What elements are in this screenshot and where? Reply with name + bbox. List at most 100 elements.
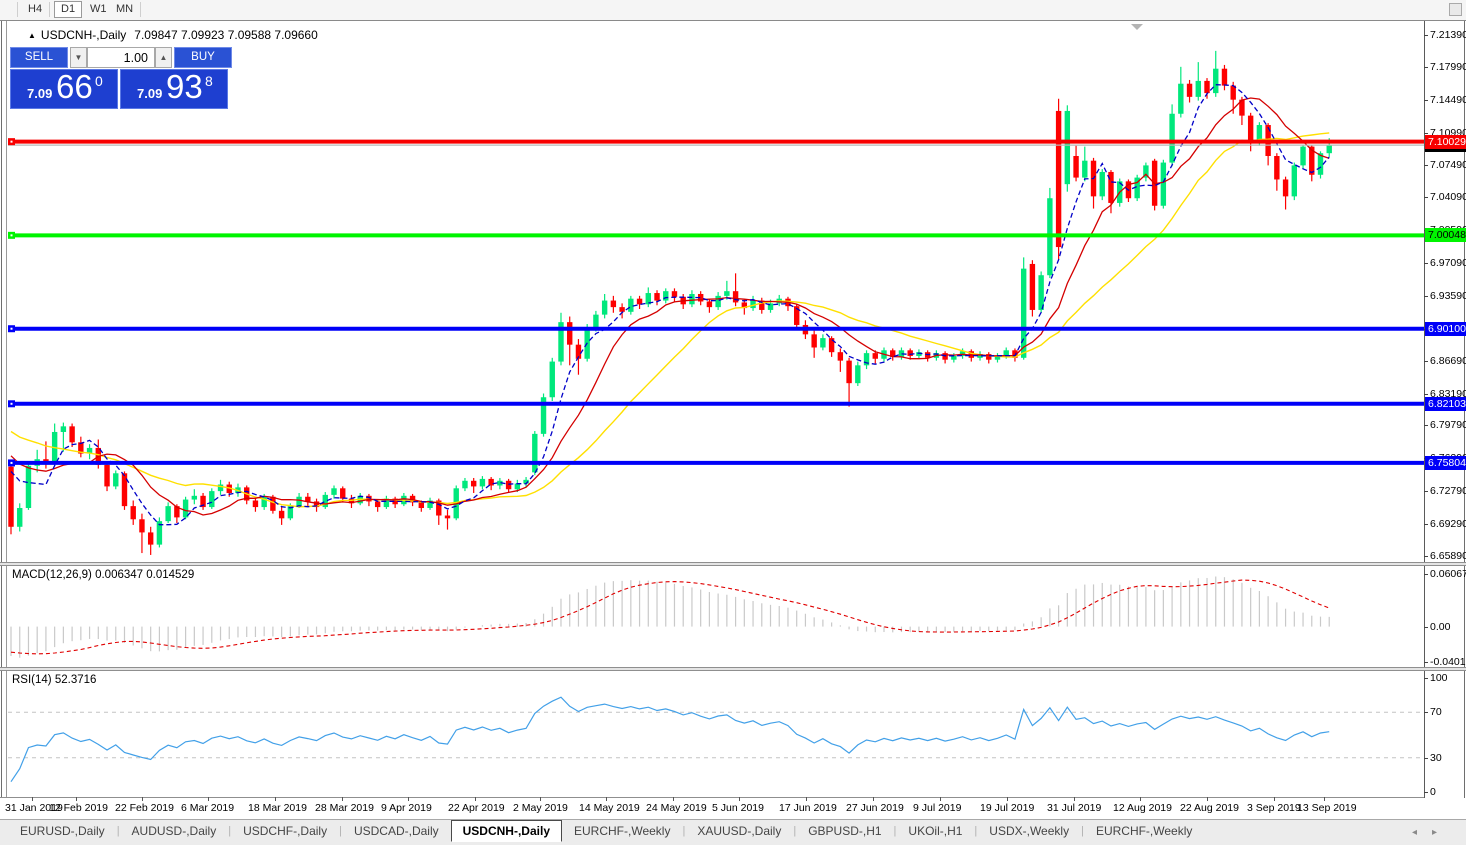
- candle-bull: [261, 496, 267, 508]
- candle-bull: [523, 479, 529, 484]
- candle-bull: [1038, 275, 1044, 310]
- chart-title: ▲ USDCNH-,Daily 7.09847 7.09923 7.09588 7.…: [28, 28, 318, 42]
- tab-eurchf-weekly[interactable]: EURCHF-,Weekly: [1095, 824, 1193, 838]
- candle-bull: [1160, 162, 1167, 206]
- candle-bear: [1239, 99, 1245, 116]
- tab-usdchf-daily[interactable]: USDCHF-,Daily: [243, 824, 328, 838]
- candle-bull: [191, 495, 198, 500]
- candle-bull: [1064, 110, 1071, 185]
- rsi-scale-label: 100: [1430, 672, 1448, 684]
- rsi-current-value: 52.3716: [54, 674, 97, 686]
- rsi-header: RSI(14) 52.3716: [12, 674, 96, 686]
- date-axis[interactable]: 31 Jan 2019 12 Feb 2019 22 Feb 2019 6 Mar 2…: [0, 797, 1466, 819]
- candle-bear: [1282, 179, 1289, 197]
- candle-bear: [671, 291, 678, 297]
- date-label: 9 Jul 2019: [913, 802, 962, 814]
- ma-slow-line: [10, 132, 1330, 508]
- collapse-trade-panel-icon[interactable]: ▲: [28, 31, 36, 40]
- candle-bull: [977, 354, 983, 358]
- candle-bear: [1221, 68, 1228, 86]
- candle-bull: [1099, 171, 1105, 197]
- candle-bear: [575, 344, 582, 359]
- volume-increase-icon[interactable]: ▲: [155, 47, 172, 68]
- date-tick: [1140, 797, 1141, 801]
- tab-eurchf-weekly[interactable]: EURCHF-,Weekly: [574, 824, 671, 838]
- candle-bull: [497, 480, 503, 486]
- tab-xauusd-daily[interactable]: XAUUSD-,Daily: [697, 824, 782, 838]
- candle-bear: [610, 300, 617, 308]
- buy-button[interactable]: BUY: [174, 47, 232, 68]
- macd-scale-label: -0.040152: [1430, 656, 1466, 668]
- price-tick: [1424, 197, 1428, 198]
- timeframe-w1-button[interactable]: W1: [90, 3, 107, 15]
- tab-eurusd-daily[interactable]: EURUSD-,Daily: [20, 824, 105, 838]
- buy-price-pip: 8: [205, 73, 213, 89]
- candle-bear: [986, 354, 992, 360]
- symbol-period-label: USDCNH-,Daily: [40, 28, 127, 42]
- date-label: 2 May 2019: [513, 802, 568, 814]
- macd-scale-label: 0.060674: [1430, 568, 1466, 580]
- candle-bull: [750, 300, 756, 309]
- timeframe-h4-button[interactable]: H4: [28, 3, 43, 15]
- tab-usdx-weekly[interactable]: USDX-,Weekly: [989, 824, 1070, 838]
- panel-splitter-rsi[interactable]: [0, 667, 1466, 671]
- macd-indicator-panel[interactable]: [8, 566, 1424, 667]
- date-tick: [342, 797, 343, 801]
- candle-bear: [1055, 110, 1062, 248]
- candle-bull: [951, 355, 957, 360]
- panel-splitter-macd[interactable]: [0, 562, 1466, 566]
- candle-bear: [374, 501, 381, 508]
- candle-bear: [418, 502, 425, 509]
- tab-ukoil-h1[interactable]: UKOil-,H1: [908, 824, 963, 838]
- candle-bull: [165, 506, 171, 522]
- ma-fast-line: [10, 84, 1330, 526]
- candle-bull: [549, 361, 555, 398]
- rsi-indicator-panel[interactable]: [8, 671, 1424, 797]
- candle-bull: [1082, 160, 1088, 178]
- rsi-scale-label: 30: [1430, 752, 1442, 764]
- tab-strip: EURUSD-,Daily | AUDUSD-,Daily | USDCHF-,Dail…: [8, 820, 1204, 845]
- timeframe-d1-button[interactable]: D1: [54, 1, 83, 18]
- tab-separator: |: [893, 825, 897, 837]
- price-chart-panel[interactable]: [8, 22, 1424, 563]
- candle-bear: [837, 352, 844, 361]
- toolbar-handle[interactable]: [1449, 3, 1462, 16]
- date-label: 19 Jul 2019: [980, 802, 1035, 814]
- candle-bull: [1020, 268, 1027, 358]
- price-tick: [1424, 394, 1428, 395]
- date-tick: [32, 797, 33, 801]
- tab-scroll-right-icon[interactable]: ▸: [1432, 827, 1438, 838]
- tab-scroll-left-icon[interactable]: ◂: [1412, 827, 1418, 838]
- volume-input[interactable]: [87, 47, 155, 68]
- price-tick-label: 7.21390: [1430, 29, 1466, 41]
- price-axis-border: [1424, 21, 1425, 819]
- candle-bear: [200, 495, 206, 508]
- macd-signal-line: [10, 579, 1330, 655]
- candle-bear: [69, 426, 75, 443]
- window-border-left: [1, 21, 2, 819]
- rsi-scale-tick: [1424, 758, 1428, 759]
- sell-price-box[interactable]: 7.09 66 0: [10, 69, 118, 109]
- candle-bear: [104, 464, 110, 487]
- date-label: 24 May 2019: [646, 802, 707, 814]
- price-tick: [1424, 556, 1428, 557]
- candle-bear: [872, 353, 878, 359]
- timeframe-mn-button[interactable]: MN: [116, 3, 134, 15]
- candle-bull: [1300, 146, 1306, 166]
- tab-usdcnh-daily[interactable]: USDCNH-,Daily: [450, 820, 562, 842]
- volume-decrease-icon[interactable]: ▼: [70, 47, 87, 68]
- candle-bull: [855, 365, 861, 384]
- chart-shift-marker-icon[interactable]: [1131, 24, 1143, 30]
- psych-line-handle-dot: [10, 234, 13, 237]
- sell-button[interactable]: SELL: [10, 47, 68, 68]
- candle-bear: [174, 506, 180, 518]
- candle-bear: [130, 506, 136, 520]
- tab-usdcad-daily[interactable]: USDCAD-,Daily: [353, 824, 439, 838]
- buy-price-box[interactable]: 7.09 93 8: [120, 69, 228, 109]
- candle-bull: [994, 355, 1001, 360]
- rsi-label: RSI(14): [12, 674, 52, 686]
- candle-bull: [479, 478, 486, 487]
- tab-gbpusd-h1[interactable]: GBPUSD-,H1: [808, 824, 882, 838]
- price-tick: [1424, 524, 1428, 525]
- tab-audusd-daily[interactable]: AUDUSD-,Daily: [131, 824, 217, 838]
